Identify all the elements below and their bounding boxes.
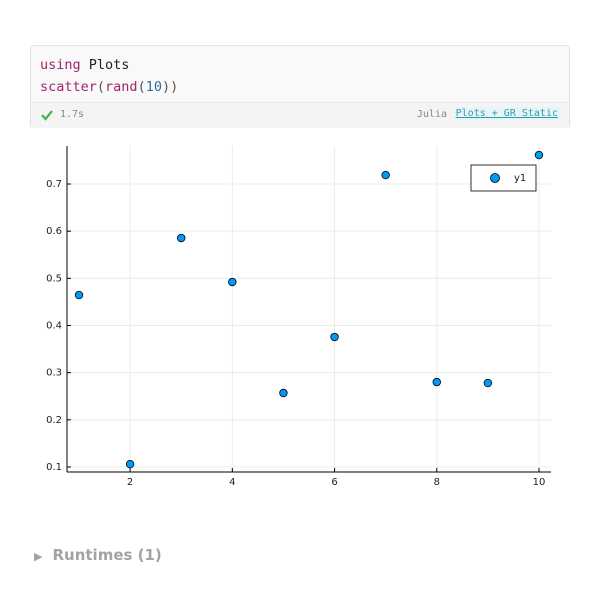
x-tick-label: 10 xyxy=(533,477,546,488)
point xyxy=(177,233,186,243)
code-token: )) xyxy=(161,79,179,95)
legend-box xyxy=(470,164,537,192)
chart: 2 4 6 8 10 0.1 0.2 0.3 0.4 0.5 0.6 0.7 y1 xyxy=(46,146,551,488)
point xyxy=(228,277,237,287)
code[interactable]: using Plots scatter(rand(10)) xyxy=(40,54,178,98)
code-cell[interactable]: using Plots scatter(rand(10)) 1.7s Julia … xyxy=(30,45,570,128)
point xyxy=(279,388,288,398)
x-tick-label: 4 xyxy=(229,477,235,488)
code-token: 10 xyxy=(145,79,162,95)
code-token: ( xyxy=(137,79,146,95)
y-tick-label: 0.3 xyxy=(46,368,62,379)
point xyxy=(381,170,390,180)
code-line: using Plots xyxy=(40,54,178,76)
runtimes-label[interactable]: Runtimes (1) xyxy=(52,546,162,564)
y-tick-label: 0.2 xyxy=(46,415,62,426)
code-line: scatter(rand(10)) xyxy=(40,76,178,98)
language: Julia xyxy=(416,109,447,120)
runtime: 1.7s xyxy=(60,109,85,120)
point xyxy=(125,459,135,469)
point xyxy=(432,377,441,387)
runtimes-toggle[interactable]: ▶ Runtimes (1) xyxy=(34,546,162,564)
check-icon xyxy=(41,110,53,121)
point xyxy=(483,378,493,388)
x-tick-label: 8 xyxy=(434,477,440,488)
y-tick-label: 0.1 xyxy=(46,462,62,473)
y-tick-label: 0.6 xyxy=(46,226,62,237)
legend-marker xyxy=(490,173,500,183)
point xyxy=(330,332,339,342)
legend-label: y1 xyxy=(514,173,526,184)
x-tick-label: 2 xyxy=(127,477,133,488)
x-tick-label: 6 xyxy=(331,477,337,488)
code-token: Plots xyxy=(80,57,130,73)
code-token: using xyxy=(40,57,81,73)
environment-link[interactable]: Plots + GR Static xyxy=(453,107,560,120)
status-bar: 1.7s Julia Plots + GR Static xyxy=(31,102,569,128)
point xyxy=(74,290,84,300)
y-tick-label: 0.7 xyxy=(46,179,62,190)
y-tick-label: 0.5 xyxy=(46,273,62,284)
y-tick-label: 0.4 xyxy=(46,321,62,332)
code-token: scatter xyxy=(40,79,97,95)
code-token: ( xyxy=(96,79,106,95)
point xyxy=(534,150,544,160)
code-token: rand xyxy=(105,79,138,95)
